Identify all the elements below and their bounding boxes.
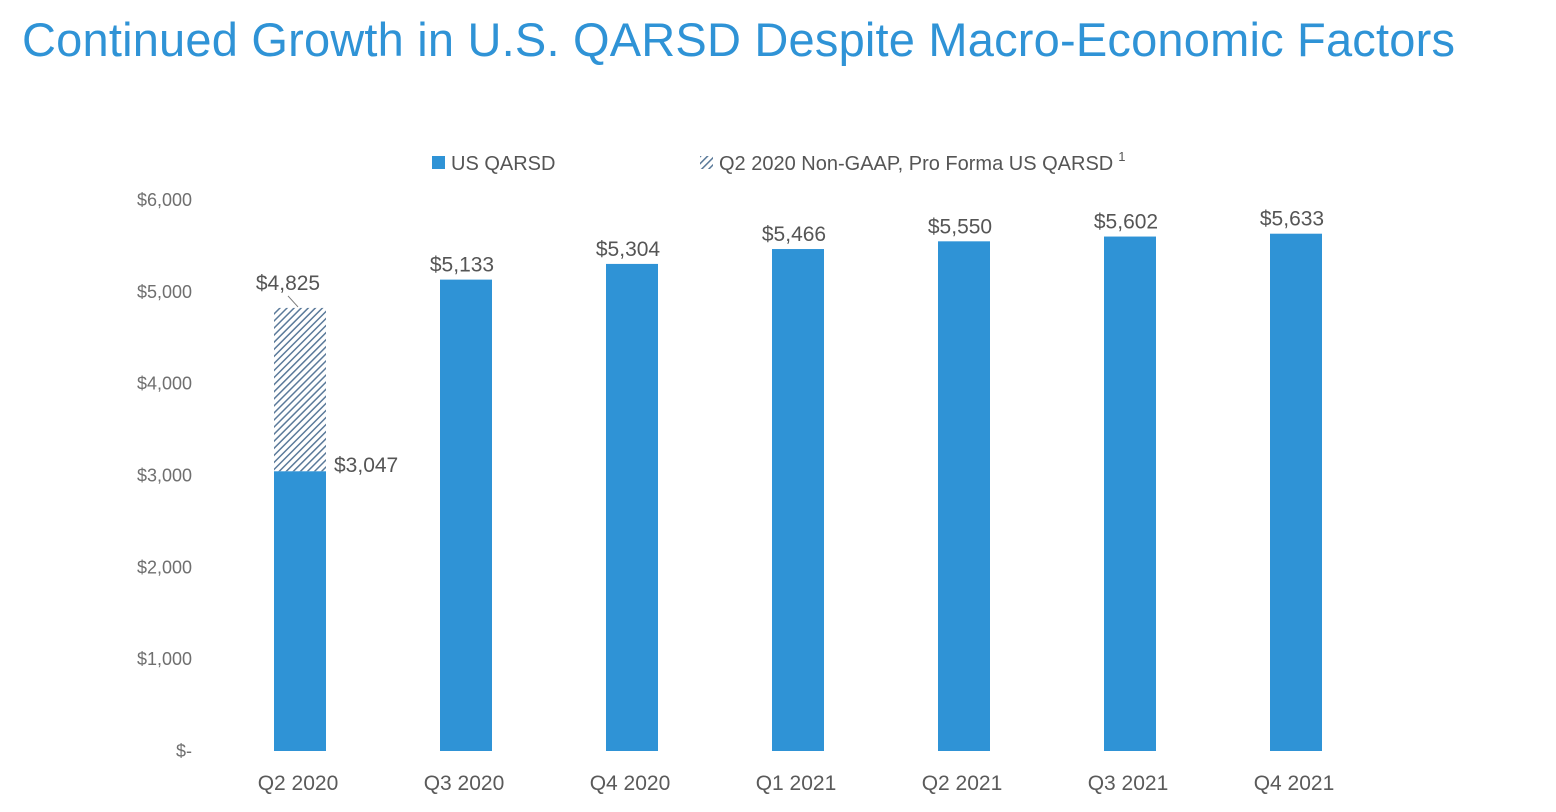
y-tick-label: $5,000 — [137, 282, 192, 302]
legend: US QARSD Q2 2020 Non-GAAP, Pro Forma US … — [432, 149, 1125, 175]
y-tick-label: $4,000 — [137, 374, 192, 394]
data-label: $5,466 — [762, 223, 826, 246]
data-label: $5,304 — [596, 238, 661, 261]
y-tick-label: $6,000 — [137, 190, 192, 210]
x-category-label: Q4 2020 — [590, 772, 671, 795]
legend-label-us-qarsd: US QARSD — [451, 153, 555, 175]
bar-us-qarsd — [606, 263, 658, 751]
bar-us-qarsd — [1270, 233, 1322, 752]
bar-us-qarsd — [938, 241, 990, 751]
y-tick-label: $2,000 — [137, 557, 192, 577]
bar-us-qarsd — [1104, 236, 1156, 751]
bar-us-qarsd — [274, 471, 326, 751]
x-category-label: Q2 2020 — [258, 772, 339, 795]
y-axis: $- $1,000 $2,000 $3,000 $4,000 $5,000 $6,000 — [137, 190, 192, 761]
legend-label-pro-forma: Q2 2020 Non-GAAP, Pro Forma US QARSD 1 — [719, 149, 1125, 175]
x-category-label: Q1 2021 — [756, 772, 837, 795]
y-tick-label: $- — [176, 741, 192, 761]
data-label-gaap: $3,047 — [334, 454, 398, 477]
x-category-label: Q2 2021 — [922, 772, 1003, 795]
x-axis: Q2 2020 Q3 2020 Q4 2020 Q1 2021 Q2 2021 Q3 20… — [258, 772, 1335, 795]
data-label: $5,133 — [430, 254, 494, 277]
bar-us-qarsd — [440, 279, 492, 751]
x-category-label: Q3 2021 — [1088, 772, 1169, 795]
legend-marker-pro-forma — [700, 156, 713, 169]
data-label: $5,633 — [1260, 208, 1324, 231]
x-category-label: Q3 2020 — [424, 772, 505, 795]
x-category-label: Q4 2021 — [1254, 772, 1335, 795]
bars: $4,825 $3,047 $5,133 $5,304 $5,466 $5,550 $5,6… — [256, 208, 1324, 752]
page-title: Continued Growth in U.S. QARSD Despite M… — [22, 13, 1456, 66]
data-label-pro-forma: $4,825 — [256, 272, 320, 295]
data-label: $5,550 — [928, 215, 992, 238]
bar-us-qarsd — [772, 249, 824, 751]
y-tick-label: $3,000 — [137, 466, 192, 486]
legend-marker-us-qarsd — [432, 156, 445, 169]
y-tick-label: $1,000 — [137, 649, 192, 669]
bar-pro-forma-us-qarsd — [274, 307, 326, 472]
data-label: $5,602 — [1094, 211, 1158, 234]
leader-line — [287, 295, 299, 308]
